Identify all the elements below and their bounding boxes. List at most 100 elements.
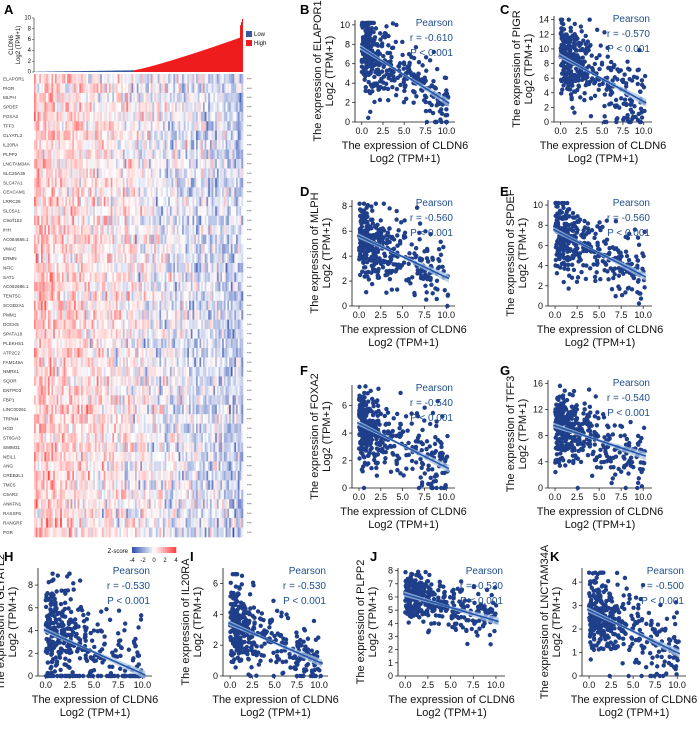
heatmap-cell: [190, 527, 193, 538]
heatmap-cell: [47, 461, 50, 472]
heatmap-cell: [87, 168, 91, 179]
heatmap-cell: [67, 423, 70, 434]
heatmap-cell: [192, 102, 195, 113]
heatmap-cell: [124, 187, 127, 198]
heatmap-cell: [61, 518, 64, 528]
heatmap-cell: [147, 461, 150, 472]
heatmap-cell: [86, 225, 89, 235]
heatmap-cell: [183, 404, 186, 415]
heatmap-cell: [87, 262, 91, 273]
heatmap-cell: [107, 149, 110, 160]
heatmap-cell: [53, 291, 56, 302]
heatmap-cell: [68, 206, 71, 217]
heatmap-cell: [119, 489, 122, 500]
heatmap-cell: [201, 470, 204, 481]
heatmap-cell: [187, 244, 190, 254]
heatmap-cell: [35, 102, 38, 113]
heatmap-cell: [68, 470, 71, 481]
heatmap-cell: [84, 414, 87, 424]
heatmap-cell: [77, 74, 80, 84]
heatmap-cell: [112, 385, 115, 396]
heatmap-cell: [79, 253, 82, 264]
heatmap-cell: [98, 414, 101, 424]
heatmap-cell: [131, 74, 134, 84]
heatmap-cell: [40, 376, 44, 387]
heatmap-cell: [112, 196, 115, 207]
heatmap-cell: [46, 404, 49, 415]
heatmap-cell: [202, 395, 205, 406]
heatmap-cell: [72, 74, 75, 84]
heatmap-cell: [175, 508, 178, 519]
heatmap-cell: [94, 414, 97, 424]
heatmap-cell: [94, 433, 97, 443]
heatmap-cell: [140, 281, 143, 292]
heatmap-cell: [84, 206, 87, 217]
heatmap-cell: [84, 244, 87, 254]
heatmap-cell: [159, 225, 162, 235]
heatmap-cell: [89, 206, 92, 217]
heatmap-cell: [173, 196, 176, 207]
heatmap-cell: [164, 461, 167, 472]
heatmap-cell: [101, 366, 104, 377]
heatmap-cell: [51, 92, 54, 103]
heatmap-cell: [114, 168, 117, 179]
heatmap-cell: [124, 433, 127, 443]
heatmap-cell: [74, 414, 77, 424]
heatmap-cell: [79, 102, 82, 113]
heatmap-cell: [133, 480, 136, 491]
heatmap-cell: [138, 272, 141, 283]
heatmap-cell: [143, 121, 146, 131]
heatmap-cell: [40, 272, 44, 283]
heatmap-cell: [115, 149, 118, 160]
heatmap-cell: [159, 102, 162, 113]
heatmap-cell: [91, 149, 94, 160]
heatmap-cell: [178, 74, 181, 84]
heatmap-cell: [86, 489, 89, 500]
heatmap-cell: [183, 338, 186, 349]
heatmap-cell: [87, 225, 91, 235]
heatmap-cell: [175, 395, 178, 406]
heatmap-cell: [87, 244, 91, 254]
heatmap-cell: [140, 385, 143, 396]
heatmap-cell: [108, 357, 111, 368]
heatmap-cell: [185, 130, 188, 141]
heatmap-cell: [168, 281, 171, 292]
heatmap-cell: [171, 140, 174, 150]
heatmap-cell: [44, 206, 47, 217]
heatmap-cell: [107, 385, 110, 396]
heatmap-cell: [199, 480, 202, 491]
heatmap-cell: [79, 461, 82, 472]
heatmap-cell: [119, 433, 122, 443]
heatmap-cell: [194, 281, 197, 292]
heatmap-cell: [39, 518, 42, 528]
heatmap-cell: [206, 404, 209, 415]
heatmap-cell: [162, 225, 165, 235]
heatmap-cell: [201, 215, 204, 226]
heatmap-cell: [204, 404, 207, 415]
heatmap-cell: [103, 423, 106, 434]
heatmap-cell: [202, 300, 205, 311]
heatmap-cell: [168, 149, 171, 160]
heatmap-cell: [124, 291, 127, 302]
heatmap-cell: [166, 140, 169, 150]
heatmap-cell: [94, 92, 97, 103]
heatmap-cell: [110, 489, 113, 500]
heatmap-cell: [70, 272, 73, 283]
heatmap-cell: [189, 159, 192, 169]
heatmap-cell: [190, 348, 193, 358]
heatmap-cell: [51, 338, 54, 349]
heatmap-cell: [175, 244, 178, 254]
heatmap-cell: [98, 253, 101, 264]
heatmap-cell: [70, 357, 73, 368]
heatmap-cell: [58, 499, 61, 509]
heatmap-cell: [77, 470, 80, 481]
heatmap-cell: [131, 253, 134, 264]
heatmap-cell: [159, 518, 162, 528]
heatmap-cell: [100, 319, 103, 330]
heatmap-cell: [195, 480, 199, 491]
heatmap-cell: [89, 385, 92, 396]
heatmap-cell: [121, 225, 124, 235]
heatmap-cell: [96, 130, 99, 141]
heatmap-cell: [39, 433, 42, 443]
heatmap-cell: [75, 348, 78, 358]
